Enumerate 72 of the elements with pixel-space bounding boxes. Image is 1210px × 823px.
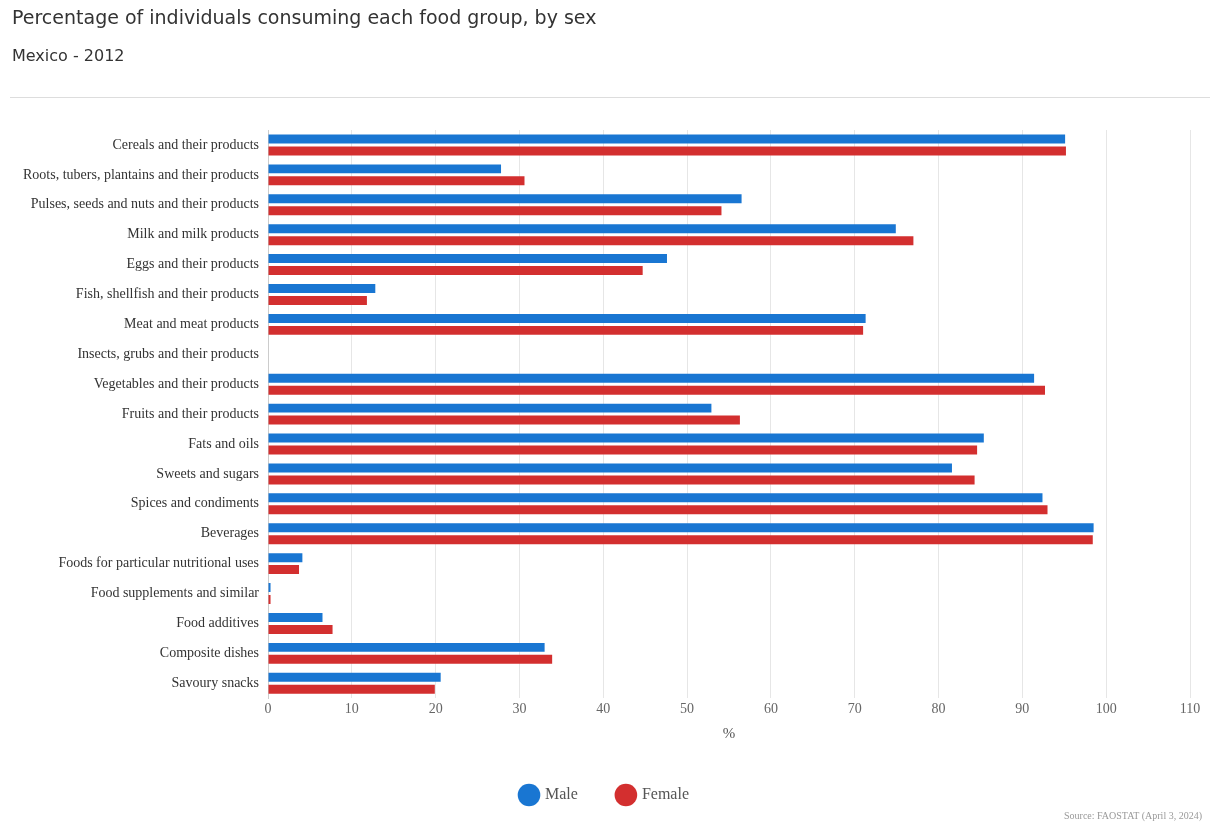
bar	[268, 535, 1093, 545]
legend-label: Female	[641, 785, 689, 803]
bar	[268, 176, 525, 186]
x-tick-label: 90	[1015, 701, 1030, 717]
y-tick-label: Roots, tubers, plantains and their products	[22, 166, 260, 182]
bar	[268, 565, 300, 575]
y-tick-label: Fruits and their products	[121, 405, 260, 421]
y-tick-label: Food supplements and similar	[90, 585, 260, 601]
y-tick-label: Food additives	[176, 615, 260, 631]
x-tick-label: 80	[931, 701, 946, 717]
bar	[268, 505, 1048, 515]
bar	[268, 612, 323, 622]
y-tick-label: Cereals and their products	[112, 136, 260, 152]
bar	[268, 236, 914, 246]
x-tick-label: 100	[1095, 701, 1117, 717]
bar	[268, 385, 1045, 395]
bar	[268, 463, 952, 473]
bar	[268, 134, 1066, 144]
bar	[268, 284, 376, 293]
y-tick-label: Milk and milk products	[127, 226, 260, 242]
y-tick-label: Sweets and sugars	[156, 465, 260, 481]
bar	[268, 164, 502, 174]
bar	[268, 523, 1094, 533]
y-tick-label: Composite dishes	[159, 645, 260, 661]
bar	[268, 583, 271, 593]
chart-title: Percentage of individuals consuming each food group, by sex	[12, 6, 597, 28]
y-tick-label: Beverages	[200, 525, 260, 541]
bar	[268, 313, 866, 323]
y-tick-label: Foods for particular nutritional uses	[58, 555, 260, 571]
text: Mexico - 2012	[12, 46, 125, 65]
x-tick-label: 10	[344, 701, 359, 717]
bar	[268, 266, 643, 276]
bar	[268, 654, 553, 664]
x-tick-label: 50	[680, 701, 695, 717]
bar	[268, 325, 864, 335]
bar	[268, 415, 740, 425]
x-tick-label: 0	[264, 701, 272, 717]
y-tick-label: Fats and oils	[188, 435, 260, 451]
y-tick-label: Insects, grubs and their products	[77, 345, 260, 361]
bar	[268, 595, 271, 604]
x-tick-label: 60	[763, 701, 778, 717]
y-tick-label: Vegetables and their products	[93, 375, 260, 391]
bar	[268, 642, 545, 652]
bar	[268, 684, 435, 694]
bar	[268, 224, 896, 234]
source-note: Source: FAOSTAT (April 3, 2024)	[1064, 810, 1202, 821]
x-tick-label: 20	[428, 701, 443, 717]
bar	[268, 493, 1043, 503]
x-axis-title: %	[722, 724, 736, 741]
y-tick-label: Meat and meat products	[124, 316, 260, 332]
y-tick-label: Spices and condiments	[130, 495, 260, 511]
bar	[268, 624, 333, 634]
bar	[268, 194, 742, 204]
bar	[268, 254, 667, 264]
bar	[268, 373, 1035, 383]
y-tick-label: Eggs and their products	[126, 256, 260, 272]
bar	[268, 553, 303, 563]
y-tick-label: Savoury snacks	[171, 674, 260, 690]
x-tick-label: 70	[847, 701, 862, 717]
y-tick-label: Pulses, seeds and nuts and their products	[30, 196, 260, 212]
bar	[268, 672, 441, 682]
legend-label: Male	[545, 785, 578, 803]
bar	[268, 295, 367, 305]
bar	[268, 146, 1066, 156]
y-tick-label: Fish, shellfish and their products	[75, 286, 260, 302]
bar	[268, 475, 975, 485]
bar	[268, 206, 722, 216]
x-tick-label: 110	[1179, 701, 1201, 717]
bar	[268, 433, 984, 443]
bar	[268, 403, 712, 413]
x-tick-label: 40	[596, 701, 611, 717]
x-tick-label: 30	[512, 701, 527, 717]
